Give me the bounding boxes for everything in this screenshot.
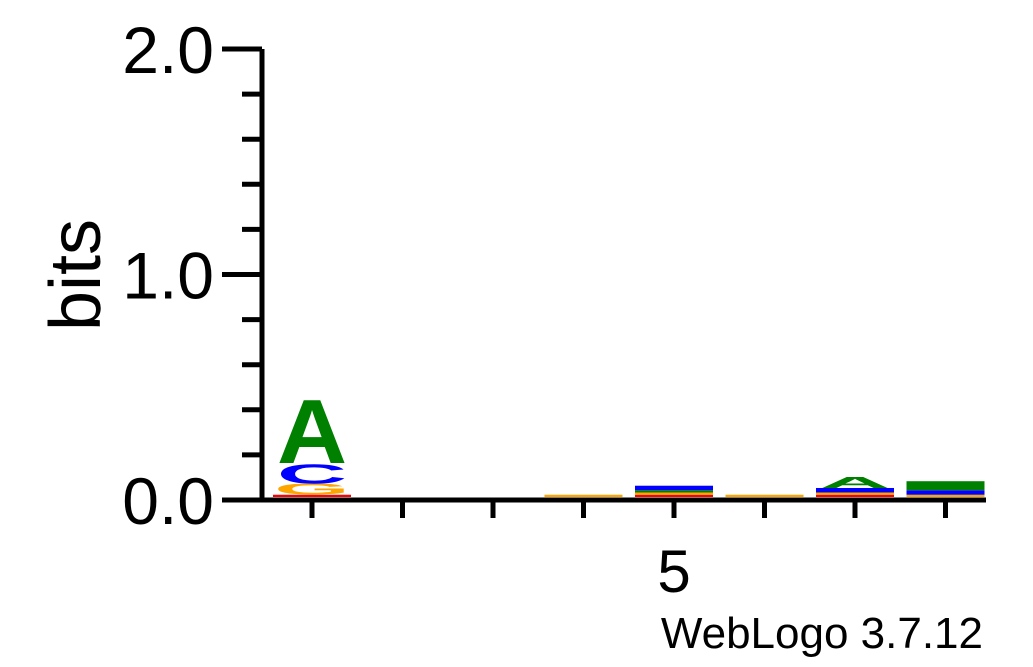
- logo-letter-g: [816, 492, 894, 495]
- y-axis-label: bits: [36, 219, 116, 331]
- y-tick-label: 1.0: [122, 239, 214, 313]
- logo-letter-g: [635, 492, 713, 495]
- logo-letter-a: [906, 481, 985, 491]
- y-tick-label: 2.0: [122, 13, 214, 87]
- logo-letter-a: A: [820, 474, 890, 492]
- logo-letter-c: [635, 485, 713, 491]
- axes: 0.0 1.0 2.0 5: [122, 13, 986, 605]
- logo-letter-g: [544, 494, 623, 497]
- logo-letter-a: [635, 490, 713, 493]
- logo-letter-c: [906, 490, 985, 495]
- logo-letter-t: [635, 494, 713, 497]
- logo-letter-a: A: [277, 381, 347, 482]
- x-tick-label: 5: [657, 538, 690, 605]
- logo-letter-g: [725, 494, 804, 497]
- logo-letter-t: [816, 494, 894, 497]
- weblogo-credit: WebLogo 3.7.12: [661, 609, 983, 658]
- logo-letter-g: G: [274, 481, 349, 499]
- logo-letter-t: [273, 494, 351, 497]
- logo-letter-c: C: [277, 458, 347, 490]
- y-tick-label: 0.0: [122, 464, 214, 538]
- logo-letter-g: [906, 494, 985, 497]
- logo-letter-c: [816, 487, 894, 493]
